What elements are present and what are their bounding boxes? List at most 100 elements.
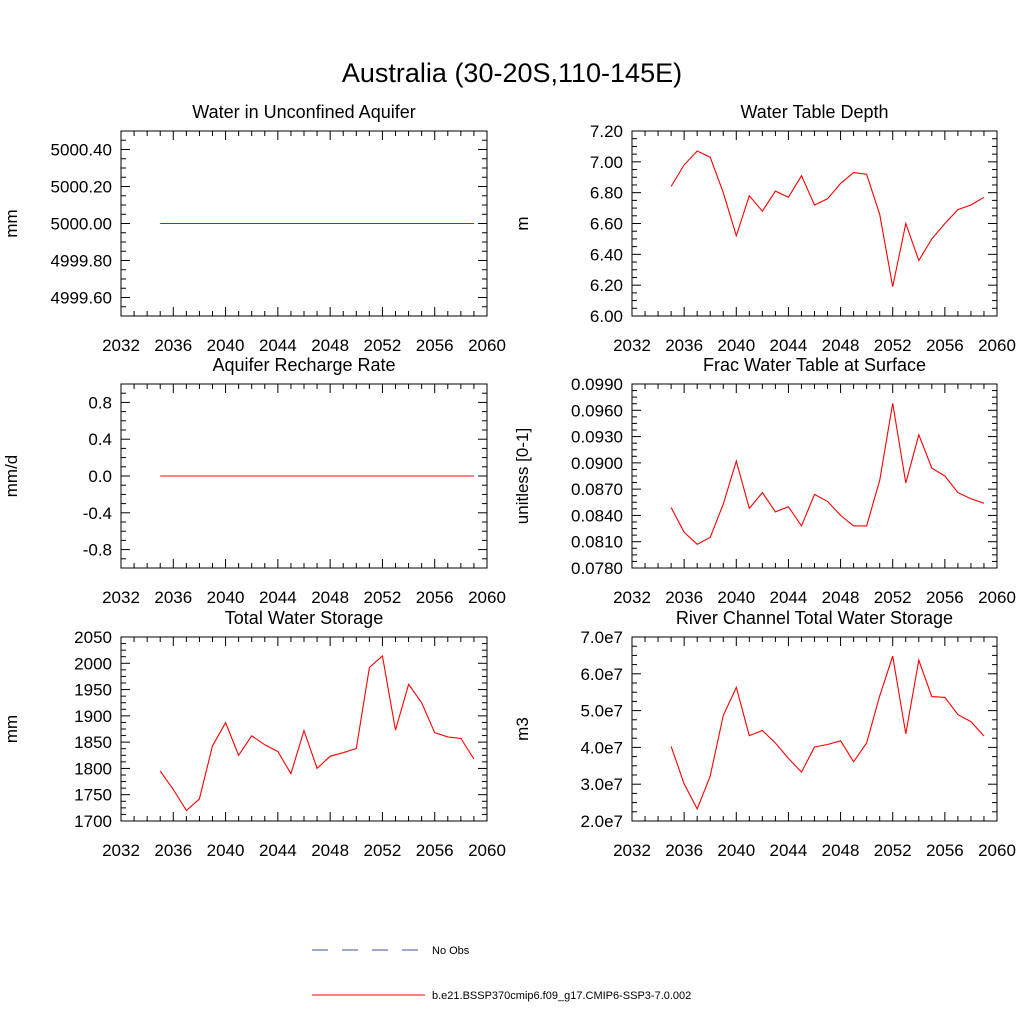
x-tick-label: 2060 bbox=[468, 336, 506, 355]
x-tick-label: 2056 bbox=[416, 841, 454, 860]
panel-6: River Channel Total Water Storage 2032 203… bbox=[513, 608, 1016, 860]
panel-5: Total Water Storage 2032 2036 2040 2044 2048 2… bbox=[2, 608, 506, 860]
y-tick-label: 1750 bbox=[74, 786, 112, 805]
x-tick-label: 2052 bbox=[364, 841, 402, 860]
y-tick-label: 0.0930 bbox=[571, 428, 623, 447]
x-tick-label: 2032 bbox=[613, 841, 651, 860]
y-tick-label: 0.0840 bbox=[571, 506, 623, 525]
y-tick-label: 7.00 bbox=[590, 153, 623, 172]
y-axis-label: unitless [0-1] bbox=[513, 428, 532, 524]
x-tick-label: 2052 bbox=[874, 336, 912, 355]
x-tick-label: 2052 bbox=[364, 336, 402, 355]
x-tick-label: 2060 bbox=[468, 841, 506, 860]
x-tick-label: 2052 bbox=[364, 588, 402, 607]
y-tick-label: 3.0e7 bbox=[580, 775, 623, 794]
legend-label-1: No Obs bbox=[432, 945, 470, 957]
x-tick-label: 2060 bbox=[978, 588, 1016, 607]
y-tick-label: 0.0990 bbox=[571, 375, 623, 394]
y-tick-label: -0.8 bbox=[83, 541, 112, 560]
panels: Water in Unconfined Aquifer 2032 2036 2040 2… bbox=[2, 102, 1016, 860]
y-tick-label: 6.60 bbox=[590, 215, 623, 234]
y-tick-label: 6.00 bbox=[590, 307, 623, 326]
x-tick-label: 2044 bbox=[259, 588, 297, 607]
x-tick-label: 2052 bbox=[874, 841, 912, 860]
x-tick-label: 2036 bbox=[665, 336, 703, 355]
y-tick-label: 6.80 bbox=[590, 184, 623, 203]
x-tick-label: 2036 bbox=[154, 841, 192, 860]
y-tick-label: 7.0e7 bbox=[580, 628, 623, 647]
y-axis-label: mm/d bbox=[2, 455, 21, 498]
y-tick-label: 4999.80 bbox=[51, 252, 112, 271]
x-tick-label: 2044 bbox=[770, 588, 808, 607]
panel-title: Total Water Storage bbox=[225, 608, 383, 628]
y-tick-label: 1850 bbox=[74, 733, 112, 752]
y-tick-label: 0.0 bbox=[88, 467, 112, 486]
x-tick-label: 2056 bbox=[416, 336, 454, 355]
x-tick-label: 2048 bbox=[822, 841, 860, 860]
y-tick-label: 0.4 bbox=[88, 430, 112, 449]
series-line-1 bbox=[159, 654, 475, 812]
y-tick-label: 6.40 bbox=[590, 245, 623, 264]
y-tick-label: 1800 bbox=[74, 759, 112, 778]
x-tick-label: 2040 bbox=[717, 841, 755, 860]
y-tick-label: 0.0780 bbox=[571, 559, 623, 578]
x-tick-label: 2056 bbox=[416, 588, 454, 607]
x-tick-label: 2044 bbox=[770, 841, 808, 860]
plot-frame bbox=[631, 383, 998, 569]
figure-title: Australia (30-20S,110-145E) bbox=[342, 58, 682, 88]
y-axis-label: mm bbox=[2, 715, 21, 743]
x-tick-label: 2056 bbox=[926, 336, 964, 355]
x-tick-label: 2048 bbox=[311, 588, 349, 607]
x-tick-label: 2036 bbox=[665, 588, 703, 607]
y-tick-label: 2000 bbox=[74, 654, 112, 673]
y-tick-label: 0.8 bbox=[88, 393, 112, 412]
x-tick-label: 2040 bbox=[207, 588, 245, 607]
legend: No Obs b.e21.BSSP370cmip6.f09_g17.CMIP6-S… bbox=[312, 945, 691, 1002]
x-tick-label: 2040 bbox=[717, 588, 755, 607]
x-tick-label: 2060 bbox=[978, 336, 1016, 355]
y-tick-label: 0.0900 bbox=[571, 454, 623, 473]
x-tick-label: 2048 bbox=[822, 588, 860, 607]
series-line-1 bbox=[670, 150, 985, 287]
y-tick-label: 1900 bbox=[74, 707, 112, 726]
y-tick-label: 2050 bbox=[74, 628, 112, 647]
panel-title: Water Table Depth bbox=[740, 102, 888, 122]
panel-1: Water in Unconfined Aquifer 2032 2036 2040 2… bbox=[2, 102, 506, 355]
panel-3: Aquifer Recharge Rate 2032 2036 2040 2044 204… bbox=[2, 355, 506, 607]
x-tick-label: 2032 bbox=[102, 336, 140, 355]
y-tick-label: 5000.20 bbox=[51, 178, 112, 197]
y-tick-label: 2.0e7 bbox=[580, 812, 623, 831]
y-tick-label: 0.0960 bbox=[571, 401, 623, 420]
y-tick-label: 4999.60 bbox=[51, 289, 112, 308]
x-tick-label: 2044 bbox=[770, 336, 808, 355]
y-tick-label: 1950 bbox=[74, 681, 112, 700]
panel-title: Aquifer Recharge Rate bbox=[212, 355, 395, 375]
x-tick-label: 2056 bbox=[926, 841, 964, 860]
plot-frame bbox=[631, 636, 998, 822]
x-tick-label: 2056 bbox=[926, 588, 964, 607]
panel-2: Water Table Depth 2032 2036 2040 2044 2048 205… bbox=[513, 102, 1016, 355]
y-tick-label: 6.0e7 bbox=[580, 665, 623, 684]
series-line-1 bbox=[670, 403, 985, 545]
x-tick-label: 2032 bbox=[613, 588, 651, 607]
y-tick-label: 5000.00 bbox=[51, 215, 112, 234]
y-axis-label: m bbox=[513, 216, 532, 230]
x-tick-label: 2048 bbox=[822, 336, 860, 355]
y-axis-label: mm bbox=[2, 209, 21, 237]
x-tick-label: 2052 bbox=[874, 588, 912, 607]
x-tick-label: 2048 bbox=[311, 336, 349, 355]
x-tick-label: 2036 bbox=[154, 336, 192, 355]
panel-title: Frac Water Table at Surface bbox=[703, 355, 926, 375]
x-tick-label: 2060 bbox=[978, 841, 1016, 860]
y-tick-label: 6.20 bbox=[590, 276, 623, 295]
y-tick-label: 0.0810 bbox=[571, 533, 623, 552]
panel-title: Water in Unconfined Aquifer bbox=[192, 102, 415, 122]
y-tick-label: 5000.40 bbox=[51, 141, 112, 160]
panel-title: River Channel Total Water Storage bbox=[676, 608, 953, 628]
x-tick-label: 2036 bbox=[665, 841, 703, 860]
x-tick-label: 2040 bbox=[207, 841, 245, 860]
y-tick-label: -0.4 bbox=[83, 504, 112, 523]
plot-frame bbox=[631, 130, 998, 317]
y-tick-label: 7.20 bbox=[590, 122, 623, 141]
